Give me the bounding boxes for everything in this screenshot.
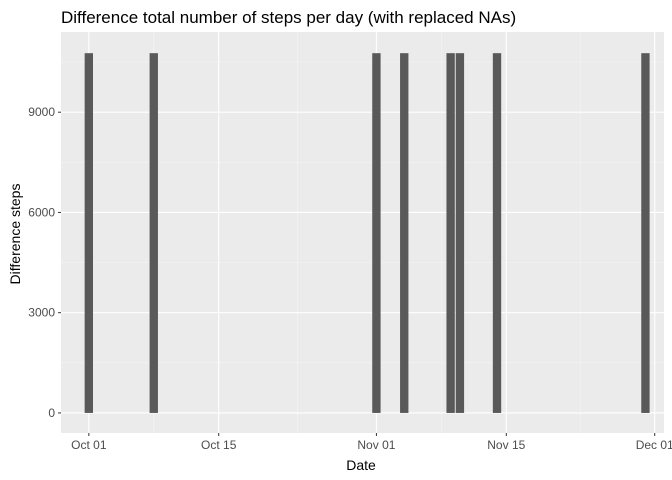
plot-panel (61, 32, 664, 433)
x-tick-label: Nov 01 (357, 438, 395, 452)
bar (455, 53, 465, 413)
y-tick-label: 3000 (28, 306, 55, 320)
y-tick-label: 0 (48, 406, 55, 420)
bar (372, 53, 381, 413)
bar (446, 53, 455, 413)
y-axis: 0 3000 6000 9000 (28, 105, 61, 420)
x-tick-label: Dec 01 (636, 438, 672, 452)
bar (84, 53, 94, 413)
bar (641, 53, 650, 413)
x-tick-label: Oct 01 (71, 438, 107, 452)
bars (84, 53, 650, 413)
bar (149, 53, 158, 413)
y-tick-label: 6000 (28, 205, 55, 219)
x-axis-title: Date (346, 457, 376, 473)
y-tick-label: 9000 (28, 105, 55, 119)
chart-title: Difference total number of steps per day… (61, 8, 516, 27)
x-tick-label: Oct 15 (201, 438, 237, 452)
bar (400, 53, 409, 413)
x-axis: Oct 01 Oct 15 Nov 01 Nov 15 Dec 01 (71, 433, 672, 452)
y-axis-title: Difference steps (7, 184, 23, 285)
bar (492, 53, 502, 413)
x-tick-label: Nov 15 (487, 438, 525, 452)
